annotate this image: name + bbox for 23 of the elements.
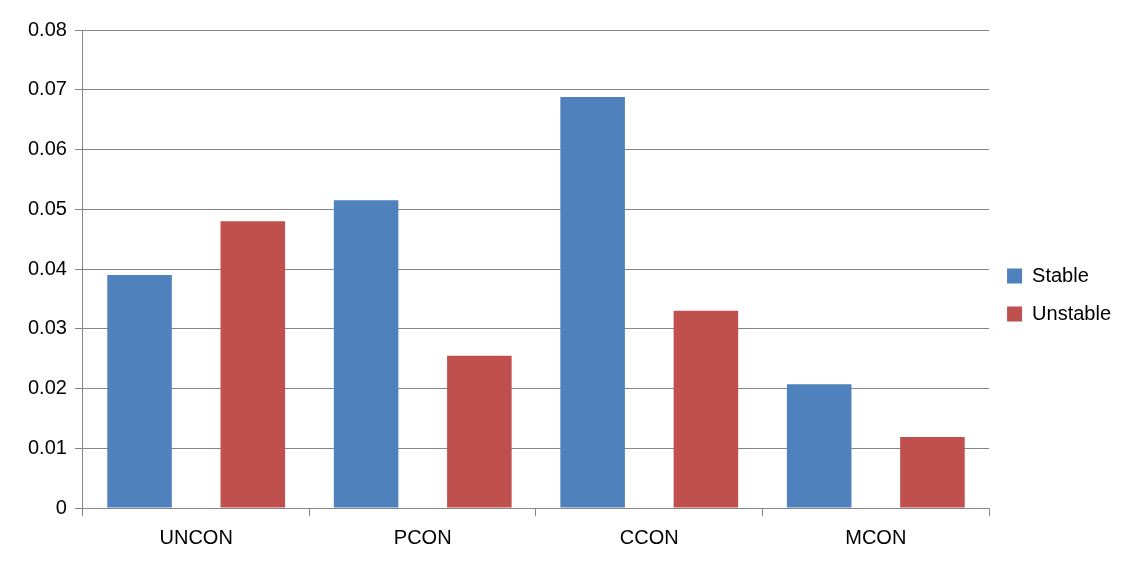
y-tick-label: 0.08 (27, 17, 67, 40)
y-tick-label: 0.05 (27, 196, 67, 219)
bar (673, 310, 739, 508)
y-tick-label: 0.07 (27, 77, 67, 100)
legend-label: Stable (1032, 263, 1089, 286)
y-tick-label: 0 (55, 495, 67, 518)
y-tick-label: 0.03 (27, 316, 67, 339)
bar (900, 436, 965, 508)
y-tick-label: 0.06 (27, 137, 67, 160)
x-tick-label: CCON (619, 525, 679, 548)
y-tick-label: 0.02 (27, 376, 67, 399)
bar (447, 355, 512, 508)
x-tick-label: PCON (393, 525, 452, 548)
bar (560, 96, 625, 508)
legend-label: Unstable (1032, 301, 1111, 324)
bar (786, 384, 852, 508)
bar (107, 274, 172, 508)
x-tick-label: UNCON (159, 525, 233, 548)
y-tick-label: 0.04 (27, 256, 67, 279)
y-tick-label: 0.01 (27, 435, 67, 458)
bar (333, 200, 399, 508)
bar (220, 221, 286, 508)
x-tick-label: MCON (845, 525, 907, 548)
